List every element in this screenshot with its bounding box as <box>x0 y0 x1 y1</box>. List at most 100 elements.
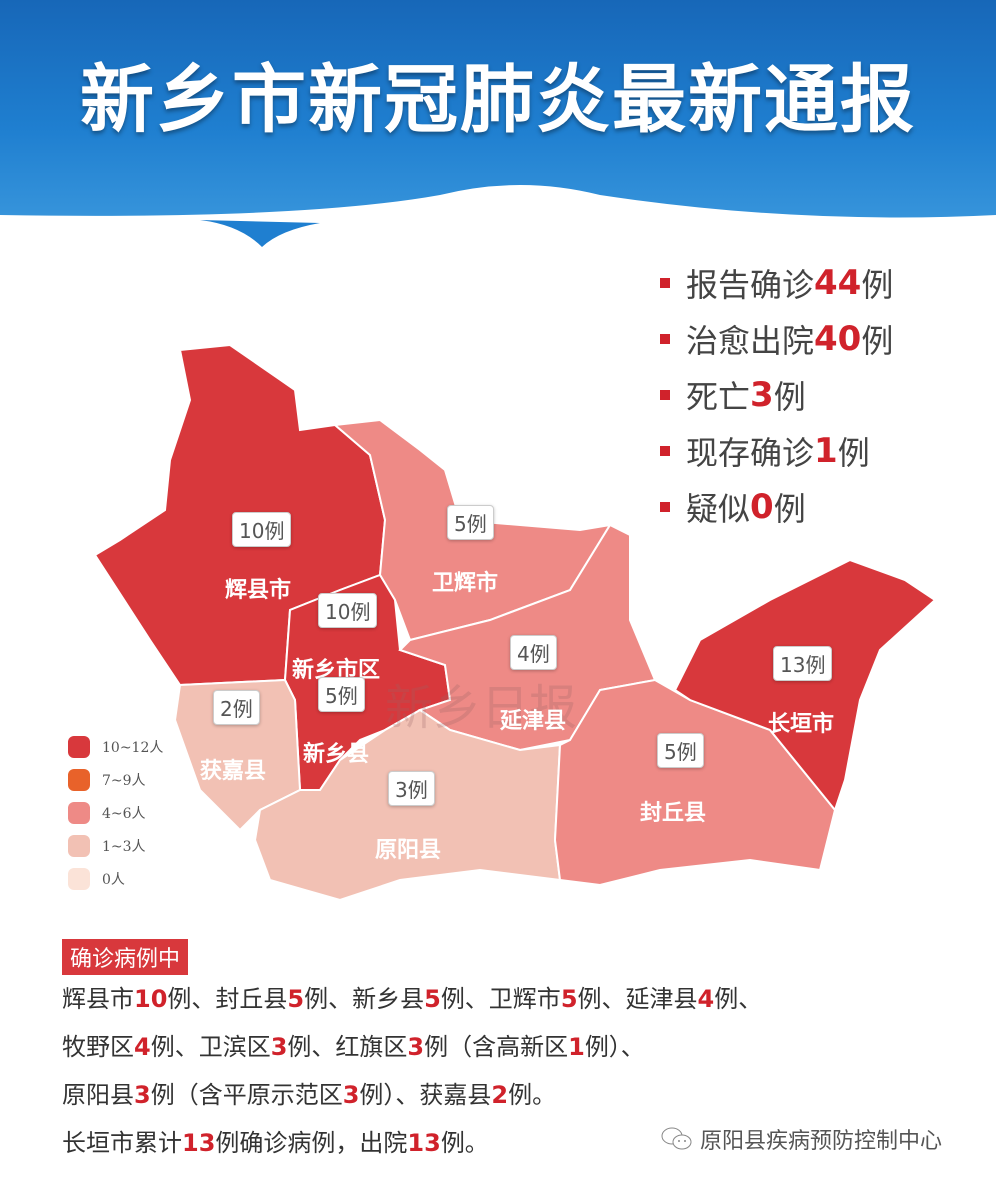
case-number: 10 <box>134 985 168 1013</box>
stat-label: 死亡 <box>686 378 751 416</box>
stat-unit: 例 <box>837 434 870 472</box>
case-number: 4 <box>697 985 715 1013</box>
case-text: 例。 <box>508 1081 557 1109</box>
stat-label: 报告确诊 <box>686 266 815 304</box>
bullet-icon <box>660 278 670 288</box>
bullet-icon <box>660 446 670 456</box>
case-text: 例、红旗区 <box>287 1033 408 1061</box>
region-name: 原阳县 <box>375 838 442 863</box>
legend-label: 7~9人 <box>102 772 146 789</box>
legend-label: 0人 <box>102 871 125 888</box>
case-number: 3 <box>407 1033 425 1061</box>
region-name: 封丘县 <box>640 801 707 826</box>
legend-swatch <box>68 735 90 758</box>
stat-unit: 例 <box>773 490 806 528</box>
cases-line: 牧野区4例、卫滨区3例、红旗区3例（含高新区1例）、 <box>62 1023 762 1071</box>
stat-item: 疑似 0 例 <box>660 479 893 535</box>
case-text: 牧野区 <box>62 1033 134 1061</box>
case-text: 例）、 <box>584 1033 645 1061</box>
case-number: 3 <box>270 1033 288 1061</box>
bullet-icon <box>660 334 670 344</box>
bullet-icon <box>660 502 670 512</box>
case-number: 13 <box>182 1129 216 1157</box>
footer-text: 原阳县疾病预防控制中心 <box>700 1129 943 1154</box>
case-number: 1 <box>568 1033 585 1061</box>
case-number: 3 <box>342 1081 360 1109</box>
legend-item: 1~3人 <box>68 829 163 862</box>
legend-label: 1~3人 <box>102 838 146 855</box>
case-count-callout: 5例 <box>447 505 494 540</box>
case-number: 5 <box>560 985 578 1013</box>
case-number: 5 <box>287 985 305 1013</box>
case-text: 辉县市 <box>62 985 134 1013</box>
case-text: 例、新乡县 <box>304 985 425 1013</box>
case-number: 4 <box>134 1033 151 1061</box>
cases-label: 确诊病例中 <box>62 939 189 975</box>
page-title: 新乡市新冠肺炎最新通报 <box>80 57 916 143</box>
case-text: 例（含平原示范区 <box>150 1081 343 1109</box>
cases-text: 辉县市10例、封丘县5例、新乡县5例、卫辉市5例、延津县4例、 牧野区4例、卫滨区… <box>62 975 762 1167</box>
legend-item: 0人 <box>68 862 163 895</box>
stat-value: 1 <box>814 431 838 471</box>
case-text: 例确诊病例，出院 <box>215 1129 408 1157</box>
case-count-callout: 10例 <box>232 512 292 547</box>
legend-swatch <box>68 768 90 791</box>
watermark: 新乡日报 <box>385 680 578 736</box>
region-name: 辉县市 <box>225 578 292 603</box>
bullet-icon <box>660 390 670 400</box>
region-name: 长垣市 <box>768 712 835 737</box>
stat-item: 现存确诊 1 例 <box>660 423 893 479</box>
stat-value: 0 <box>750 487 774 527</box>
case-text: 例、封丘县 <box>167 985 288 1013</box>
case-count-callout: 13例 <box>773 646 833 681</box>
region-name: 获嘉县 <box>200 759 267 784</box>
case-text: 长垣市累计 <box>62 1129 182 1157</box>
case-count-callout: 3例 <box>388 771 435 806</box>
legend-label: 10~12人 <box>102 739 164 756</box>
legend: 10~12人 7~9人 4~6人 1~3人 0人 <box>68 730 163 895</box>
case-text: 例。 <box>440 1129 489 1157</box>
stat-value: 3 <box>750 375 774 415</box>
stat-label: 疑似 <box>686 490 751 528</box>
case-count-callout: 4例 <box>510 635 557 670</box>
legend-item: 4~6人 <box>68 796 163 829</box>
stat-item: 报告确诊 44 例 <box>660 255 893 311</box>
case-number: 2 <box>491 1081 509 1109</box>
legend-item: 10~12人 <box>68 730 163 763</box>
cases-line: 辉县市10例、封丘县5例、新乡县5例、卫辉市5例、延津县4例、 <box>62 975 762 1023</box>
stat-label: 现存确诊 <box>686 434 815 472</box>
legend-label: 4~6人 <box>102 805 146 822</box>
case-text: 例）、获嘉县 <box>359 1081 492 1109</box>
wechat-icon <box>661 1127 692 1150</box>
case-count-callout: 5例 <box>657 733 704 768</box>
legend-swatch <box>68 801 90 824</box>
header-wave <box>0 185 996 265</box>
cases-line: 原阳县3例（含平原示范区3例）、获嘉县2例。 <box>62 1071 762 1119</box>
region-7 <box>553 678 837 887</box>
stat-item: 治愈出院 40 例 <box>660 311 893 367</box>
stat-unit: 例 <box>861 322 894 360</box>
case-number: 3 <box>134 1081 151 1109</box>
stat-item: 死亡 3 例 <box>660 367 893 423</box>
case-number: 13 <box>407 1129 441 1157</box>
stat-label: 治愈出院 <box>686 322 815 360</box>
case-text: 例（含高新区 <box>424 1033 569 1061</box>
stats-list: 报告确诊 44 例治愈出院 40 例死亡 3 例现存确诊 1 例疑似 0 例 <box>660 255 893 535</box>
legend-swatch <box>68 867 90 890</box>
case-text: 原阳县 <box>62 1081 134 1109</box>
case-text: 例、卫辉市 <box>440 985 561 1013</box>
case-text: 例、 <box>714 985 763 1013</box>
case-text: 例、卫滨区 <box>150 1033 271 1061</box>
case-count-callout: 5例 <box>318 677 365 712</box>
legend-item: 7~9人 <box>68 763 163 796</box>
case-text: 例、延津县 <box>577 985 698 1013</box>
region-name: 卫辉市 <box>432 571 499 596</box>
cases-line: 长垣市累计13例确诊病例，出院13例。 <box>62 1119 762 1167</box>
legend-swatch <box>68 834 90 857</box>
case-number: 5 <box>424 985 441 1013</box>
stat-value: 44 <box>814 263 862 303</box>
region-8 <box>673 558 937 813</box>
case-count-callout: 10例 <box>318 593 378 628</box>
region-name: 新乡县 <box>303 742 370 767</box>
stat-unit: 例 <box>773 378 806 416</box>
